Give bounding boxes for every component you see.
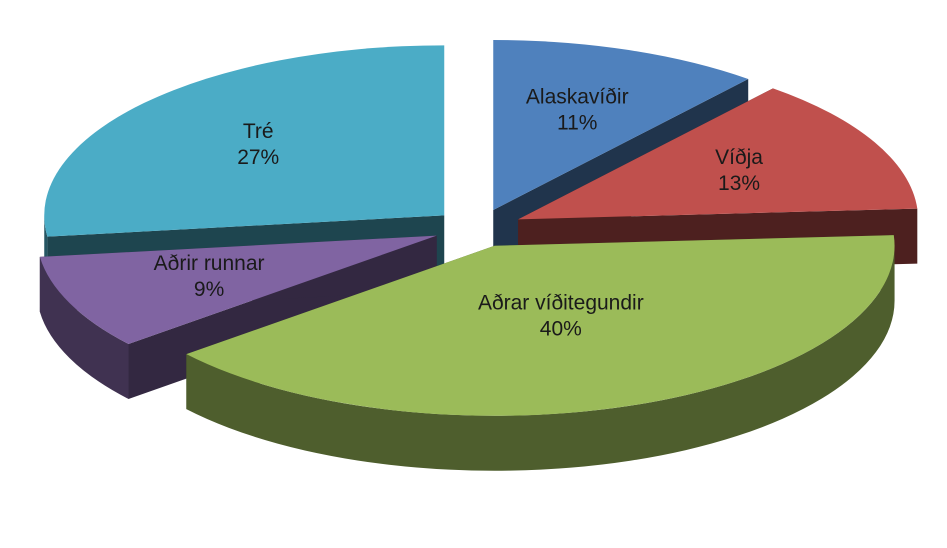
slice-side (186, 245, 895, 471)
slice (493, 40, 749, 211)
slice-label: Víðja (715, 146, 763, 169)
slice (518, 88, 918, 220)
slice-label: Aðrar víðitegundir (478, 291, 644, 314)
slice (186, 235, 895, 416)
slice-value-label: 27% (237, 146, 279, 169)
slice-label: Aðrir runnar (154, 252, 265, 275)
slice-value-label: 40% (540, 317, 582, 340)
slice (186, 235, 895, 471)
slice-value-label: 9% (194, 278, 224, 301)
slice-label: Alaskavíðir (526, 85, 629, 108)
slice (39, 235, 437, 344)
slice-label: Tré (243, 120, 274, 143)
slice-side (39, 256, 129, 399)
slice-value-label: 11% (557, 111, 597, 134)
slice (44, 45, 445, 237)
slice-value-label: 13% (718, 172, 760, 195)
